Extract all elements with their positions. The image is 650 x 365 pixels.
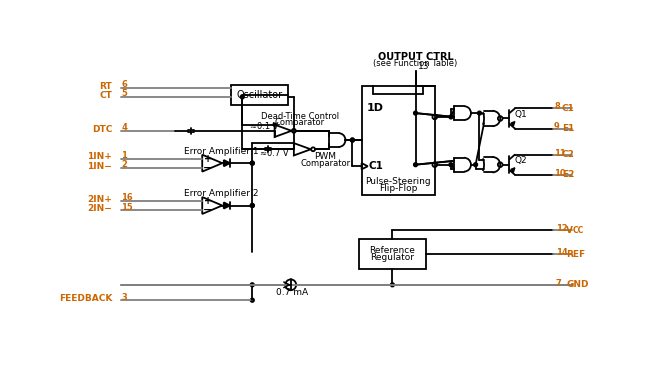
Text: 14: 14	[556, 248, 567, 257]
Text: 5: 5	[122, 89, 127, 98]
Text: Flip-Flop: Flip-Flop	[379, 184, 417, 193]
Text: −: −	[203, 205, 213, 215]
Text: Error Amplifier 1: Error Amplifier 1	[184, 147, 259, 156]
Text: 1: 1	[122, 151, 127, 160]
Circle shape	[350, 138, 354, 142]
Text: OUTPUT CTRL: OUTPUT CTRL	[378, 52, 454, 62]
Text: ≈0.1 V: ≈0.1 V	[250, 123, 278, 131]
Text: PWM: PWM	[315, 153, 337, 161]
Text: 15: 15	[122, 203, 133, 212]
Text: Comparator: Comparator	[275, 118, 325, 127]
Polygon shape	[224, 160, 230, 166]
Text: Q1: Q1	[515, 110, 527, 119]
Text: 2: 2	[122, 160, 127, 169]
Circle shape	[250, 283, 254, 287]
Text: 3: 3	[122, 293, 127, 301]
Text: C1: C1	[368, 161, 383, 171]
Polygon shape	[511, 168, 515, 172]
Text: 0.7 mA: 0.7 mA	[276, 288, 308, 297]
Text: RT: RT	[99, 82, 112, 91]
Text: Dead-Time Control: Dead-Time Control	[261, 112, 339, 122]
Text: −: −	[203, 162, 213, 172]
Circle shape	[250, 161, 254, 165]
Text: 6: 6	[122, 80, 127, 89]
Text: DTC: DTC	[92, 125, 112, 134]
Text: V: V	[566, 226, 573, 235]
Text: (see Function Table): (see Function Table)	[373, 58, 458, 68]
Text: Reference: Reference	[369, 246, 415, 255]
Text: Oscillator: Oscillator	[237, 91, 283, 100]
Text: 16: 16	[122, 193, 133, 202]
Bar	[359, 239, 426, 269]
Circle shape	[250, 161, 254, 165]
Circle shape	[449, 115, 453, 119]
Circle shape	[478, 111, 482, 115]
Circle shape	[350, 138, 354, 142]
Text: Pulse-Steering: Pulse-Steering	[365, 177, 431, 186]
Text: ≈0.7 V: ≈0.7 V	[259, 149, 288, 158]
Text: +: +	[203, 196, 212, 206]
Text: 2IN−: 2IN−	[87, 204, 112, 213]
Text: 1D: 1D	[367, 103, 384, 113]
Text: 13: 13	[418, 62, 429, 72]
Text: REF: REF	[566, 250, 586, 258]
Polygon shape	[511, 122, 515, 126]
Text: 10: 10	[554, 169, 566, 178]
Text: C2: C2	[562, 150, 575, 159]
Circle shape	[250, 204, 254, 207]
Text: Comparator: Comparator	[300, 159, 350, 168]
Text: 4: 4	[122, 123, 127, 132]
Circle shape	[250, 298, 254, 302]
Bar	[361, 86, 435, 196]
Text: CT: CT	[99, 91, 112, 100]
Text: FEEDBACK: FEEDBACK	[58, 294, 112, 303]
Polygon shape	[224, 203, 230, 208]
Bar	[231, 85, 288, 105]
Text: GND: GND	[566, 280, 589, 289]
Text: C1: C1	[562, 104, 575, 113]
Circle shape	[474, 163, 478, 166]
Text: 12: 12	[556, 224, 567, 233]
Text: 1IN+: 1IN+	[87, 153, 112, 161]
Text: 8: 8	[554, 103, 560, 111]
Circle shape	[449, 163, 453, 166]
Text: 11: 11	[554, 149, 566, 158]
Text: E2: E2	[562, 170, 574, 179]
Text: 2IN+: 2IN+	[87, 195, 112, 204]
Text: CC: CC	[573, 226, 584, 235]
Circle shape	[391, 283, 395, 287]
Text: Regulator: Regulator	[370, 253, 415, 262]
Text: E1: E1	[562, 124, 574, 133]
Circle shape	[273, 123, 276, 126]
Text: +: +	[203, 154, 212, 164]
Text: Q2: Q2	[515, 156, 527, 165]
Circle shape	[240, 95, 244, 99]
Text: 9: 9	[554, 123, 560, 131]
Text: 7: 7	[556, 279, 562, 288]
Text: Error Amplifier 2: Error Amplifier 2	[184, 189, 259, 199]
Circle shape	[413, 163, 417, 166]
Text: 1IN−: 1IN−	[87, 162, 112, 171]
Circle shape	[250, 204, 254, 207]
Circle shape	[413, 111, 417, 115]
